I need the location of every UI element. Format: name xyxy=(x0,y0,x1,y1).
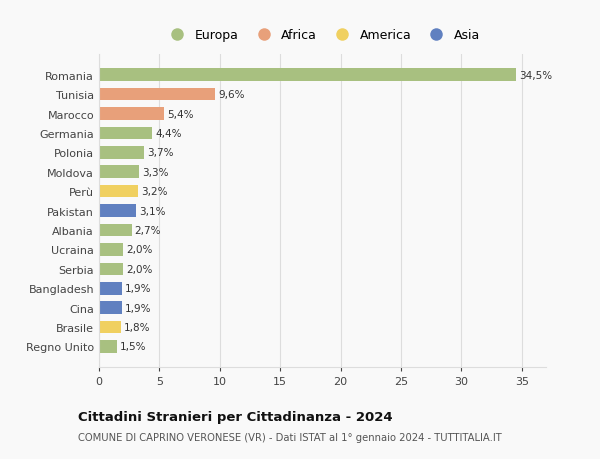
Bar xyxy=(99,205,136,218)
Text: 4,4%: 4,4% xyxy=(155,129,182,139)
Text: COMUNE DI CAPRINO VERONESE (VR) - Dati ISTAT al 1° gennaio 2024 - TUTTITALIA.IT: COMUNE DI CAPRINO VERONESE (VR) - Dati I… xyxy=(78,432,502,442)
Bar xyxy=(99,108,164,121)
Text: 2,0%: 2,0% xyxy=(126,264,152,274)
Text: 3,1%: 3,1% xyxy=(139,206,166,216)
Text: 1,5%: 1,5% xyxy=(120,342,146,352)
Bar xyxy=(99,147,144,159)
Text: 1,9%: 1,9% xyxy=(125,303,151,313)
Bar xyxy=(99,321,121,334)
Text: 1,8%: 1,8% xyxy=(124,322,150,332)
Bar xyxy=(99,166,139,179)
Bar xyxy=(99,185,137,198)
Bar xyxy=(99,127,152,140)
Text: 1,9%: 1,9% xyxy=(125,284,151,294)
Text: Cittadini Stranieri per Cittadinanza - 2024: Cittadini Stranieri per Cittadinanza - 2… xyxy=(78,410,392,423)
Text: 34,5%: 34,5% xyxy=(519,71,552,80)
Bar xyxy=(99,341,117,353)
Text: 3,7%: 3,7% xyxy=(147,148,173,158)
Text: 2,7%: 2,7% xyxy=(134,225,161,235)
Text: 3,2%: 3,2% xyxy=(140,187,167,197)
Bar xyxy=(99,302,122,314)
Bar xyxy=(99,244,123,256)
Bar xyxy=(99,224,131,237)
Bar xyxy=(99,89,215,101)
Text: 2,0%: 2,0% xyxy=(126,245,152,255)
Text: 3,3%: 3,3% xyxy=(142,168,169,177)
Legend: Europa, Africa, America, Asia: Europa, Africa, America, Asia xyxy=(160,24,485,47)
Bar xyxy=(99,263,123,275)
Bar xyxy=(99,282,122,295)
Text: 9,6%: 9,6% xyxy=(218,90,244,100)
Bar xyxy=(99,69,516,82)
Text: 5,4%: 5,4% xyxy=(167,109,194,119)
